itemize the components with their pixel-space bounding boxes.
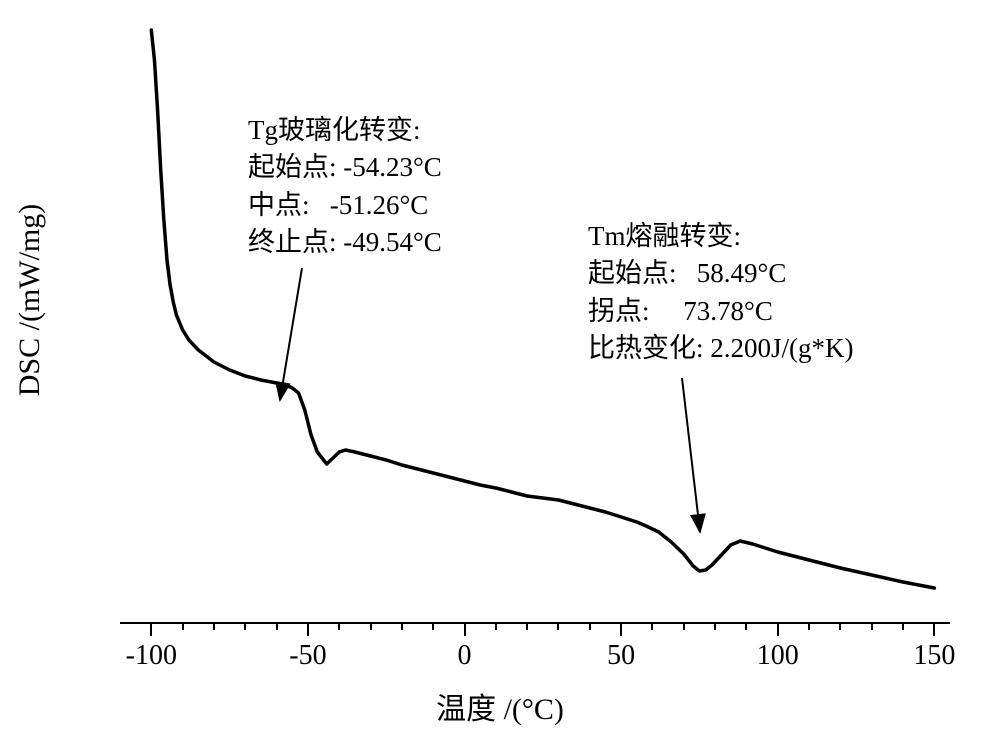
x-tick-minor xyxy=(401,622,403,630)
x-tick-minor xyxy=(432,622,434,630)
y-axis-label: DSC /(mW/mg) xyxy=(13,204,47,397)
x-tick-minor xyxy=(839,622,841,630)
x-tick-minor xyxy=(871,622,873,630)
dsc-chart: DSC /(mW/mg) Tg玻璃化转变: 起始点: -54.23°C 中点: … xyxy=(0,0,1000,740)
tg-line-2: 中点: -51.26°C xyxy=(248,187,442,224)
x-tick-minor xyxy=(244,622,246,630)
x-tick-minor xyxy=(557,622,559,630)
x-tick-major xyxy=(464,622,466,636)
tm-line-1: 起始点: 58.49°C xyxy=(588,255,854,292)
x-tick-minor xyxy=(589,622,591,630)
tm-annotation: Tm熔融转变: 起始点: 58.49°C 拐点: 73.78°C 比热变化: 2… xyxy=(588,218,854,367)
tg-line-1: 起始点: -54.23°C xyxy=(248,149,442,186)
x-axis-label: 温度 /(°C) xyxy=(436,684,564,728)
tg-annotation: Tg玻璃化转变: 起始点: -54.23°C 中点: -51.26°C 终止点:… xyxy=(248,112,442,261)
tg-line-3: 终止点: -49.54°C xyxy=(248,224,442,261)
x-tick-minor xyxy=(808,622,810,630)
x-tick-minor xyxy=(745,622,747,630)
x-tick-label: -100 xyxy=(126,640,177,672)
x-tick-minor xyxy=(526,622,528,630)
tm-line-3: 比热变化: 2.200J/(g*K) xyxy=(588,330,854,367)
x-tick-label: 150 xyxy=(913,640,955,672)
x-tick-label: -50 xyxy=(289,640,326,672)
x-tick-label: 0 xyxy=(458,640,472,672)
x-tick-minor xyxy=(902,622,904,630)
x-tick-minor xyxy=(276,622,278,630)
x-tick-major xyxy=(933,622,935,636)
x-tick-minor xyxy=(683,622,685,630)
x-tick-minor xyxy=(338,622,340,630)
x-tick-minor xyxy=(370,622,372,630)
x-tick-label: 100 xyxy=(757,640,799,672)
x-tick-minor xyxy=(651,622,653,630)
x-tick-minor xyxy=(213,622,215,630)
x-tick-major xyxy=(620,622,622,636)
x-tick-minor xyxy=(495,622,497,630)
x-tick-label: 50 xyxy=(607,640,635,672)
x-tick-minor xyxy=(182,622,184,630)
x-tick-minor xyxy=(714,622,716,630)
x-tick-major xyxy=(150,622,152,636)
x-tick-major xyxy=(777,622,779,636)
x-tick-major xyxy=(307,622,309,636)
tm-title: Tm熔融转变: xyxy=(588,218,854,255)
tm-line-2: 拐点: 73.78°C xyxy=(588,293,854,330)
tg-title: Tg玻璃化转变: xyxy=(248,112,442,149)
